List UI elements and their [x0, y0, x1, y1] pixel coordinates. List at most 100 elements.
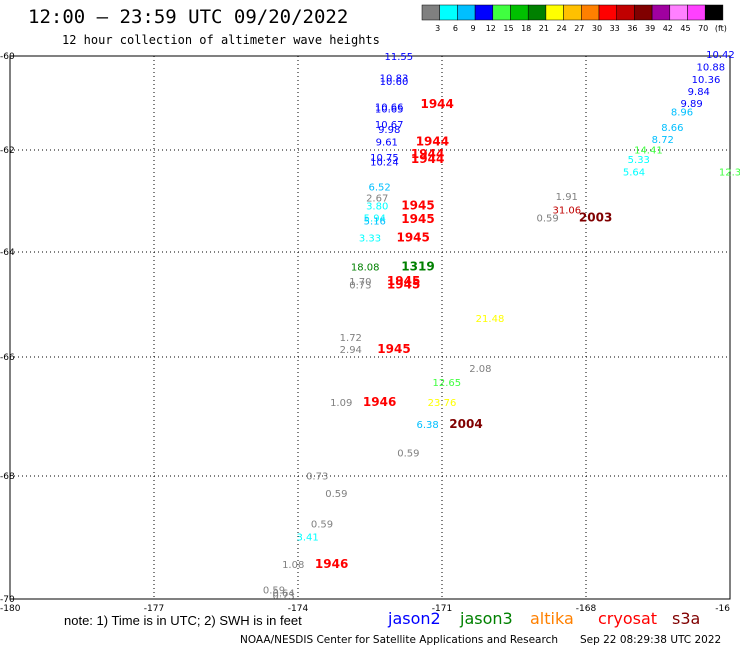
legend-swatch — [439, 4, 458, 21]
x-tick-label: -174 — [288, 604, 309, 614]
mission-s3a: s3a — [672, 609, 701, 628]
wave-height-label: 0.73 — [306, 472, 328, 483]
pass-time-label: 1945 — [396, 231, 429, 245]
wave-height-label: 9.84 — [688, 87, 710, 98]
pass-time-label: 1945 — [377, 342, 410, 356]
legend-swatch — [704, 4, 724, 21]
legend-swatch — [492, 4, 511, 21]
wave-height-label: 10.42 — [706, 50, 735, 61]
legend-swatch — [457, 4, 476, 21]
y-tick-label: -60 — [0, 52, 15, 62]
wave-height-label: 10.83 — [380, 74, 409, 85]
pass-time-label: 1319 — [401, 259, 434, 273]
wave-height-label: 31.06 — [552, 205, 581, 216]
wave-height-label: 5.16 — [364, 216, 386, 227]
x-tick-label: -168 — [576, 604, 597, 614]
legend-swatch — [616, 4, 635, 21]
wave-height-label: 18.08 — [351, 262, 380, 273]
x-tick-label: -177 — [144, 604, 164, 614]
legend-swatch — [651, 4, 671, 21]
mission-altika: altika — [530, 609, 574, 628]
y-tick-label: -68 — [0, 472, 15, 482]
y-tick-label: -62 — [0, 146, 15, 156]
mission-cryosat: cryosat — [598, 609, 658, 628]
pass-time-label: 1944 — [411, 147, 444, 161]
page-subtitle: 12 hour collection of altimeter wave hei… — [62, 33, 380, 47]
wave-height-label: 3.41 — [296, 532, 318, 543]
mission-jason2: jason2 — [388, 609, 441, 628]
wave-height-label: 9.89 — [680, 99, 702, 110]
wave-height-label: 5.94 — [364, 214, 386, 225]
pass-time-label: 1945 — [387, 274, 420, 288]
legend-label: 45 — [680, 24, 690, 33]
legend-swatch — [598, 4, 617, 21]
x-tick-label: -180 — [0, 604, 21, 614]
wave-height-label: 10.67 — [375, 120, 404, 131]
wave-height-label: 0.73 — [272, 591, 294, 602]
legend-swatch — [634, 4, 653, 21]
wave-height-label: 10.66 — [375, 102, 404, 113]
wave-height-label: 6.52 — [368, 183, 390, 194]
page-title: 12:00 – 23:59 UTC 09/20/2022 — [28, 6, 349, 28]
wave-height-label: 1.08 — [282, 560, 304, 571]
wave-height-label: 10.36 — [692, 75, 721, 86]
legend-swatch — [669, 4, 688, 21]
legend-label: 3 — [435, 24, 440, 33]
wave-height-label: 10.24 — [370, 158, 399, 169]
wave-height-label: 1.91 — [556, 192, 578, 203]
legend-swatch — [474, 4, 494, 21]
y-tick-label: -70 — [0, 595, 15, 605]
note-text: note: 1) Time is in UTC; 2) SWH is in fe… — [64, 613, 302, 628]
wave-height-label: 21.48 — [476, 314, 505, 325]
legend-label: 70 — [698, 24, 708, 33]
legend-label: 42 — [663, 24, 673, 33]
footer-timestamp: Sep 22 08:29:38 UTC 2022 — [580, 634, 722, 646]
wave-height-label: 3.33 — [359, 234, 381, 245]
wave-height-label: 11.55 — [384, 52, 413, 63]
wave-height-label: 8.72 — [652, 135, 674, 146]
legend-swatch — [581, 4, 600, 21]
wave-height-label: 8.96 — [671, 108, 693, 119]
legend-label: 36 — [627, 24, 637, 33]
wave-height-label: 2.94 — [340, 345, 362, 356]
wave-height-label: 5.64 — [623, 167, 645, 178]
wave-height-label: 10.88 — [696, 63, 725, 74]
legend-swatch — [527, 4, 547, 21]
wave-height-label: 10.65 — [375, 104, 404, 115]
wave-height-label: 5.33 — [628, 155, 650, 166]
wave-height-label: 2.67 — [366, 194, 388, 205]
y-tick-label: -66 — [0, 353, 15, 363]
legend-label: 30 — [592, 24, 602, 33]
wave-height-label: 0.73 — [349, 280, 371, 291]
pass-time-label: 1944 — [416, 135, 449, 149]
wave-height-label: 0.64 — [272, 588, 294, 599]
legend-label: 21 — [539, 24, 549, 33]
pass-time-label: 1946 — [363, 395, 396, 409]
wave-height-label: 23.76 — [428, 398, 457, 409]
legend-swatch — [545, 4, 564, 21]
legend-swatch — [563, 4, 582, 21]
pass-time-label: 1945 — [401, 199, 434, 213]
wave-height-label: 2.08 — [469, 364, 491, 375]
wave-height-label: 8.66 — [661, 123, 683, 134]
pass-time-label: 1944 — [420, 97, 453, 111]
footer-credit: NOAA/NESDIS Center for Satellite Applica… — [240, 634, 558, 646]
wave-height-label: 0.59 — [325, 489, 347, 500]
pass-time-label: 1946 — [315, 557, 348, 571]
legend-swatch — [421, 4, 440, 21]
legend-label: 27 — [574, 24, 584, 33]
wave-height-label: 0.59 — [311, 519, 333, 530]
y-tick-label: -64 — [0, 248, 15, 258]
wave-height-label: 12.65 — [432, 378, 461, 389]
pass-time-label: 1944 — [411, 152, 444, 166]
pass-time-label: 1945 — [401, 212, 434, 226]
mission-jason3: jason3 — [460, 609, 513, 628]
wave-height-label: 3.80 — [366, 202, 388, 213]
wave-height-label: 0.59 — [536, 214, 558, 225]
wave-height-label: 10.75 — [370, 153, 399, 164]
wave-height-label: 0.59 — [263, 586, 285, 597]
legend-label: 24 — [557, 24, 567, 33]
plot-frame — [9, 55, 731, 600]
